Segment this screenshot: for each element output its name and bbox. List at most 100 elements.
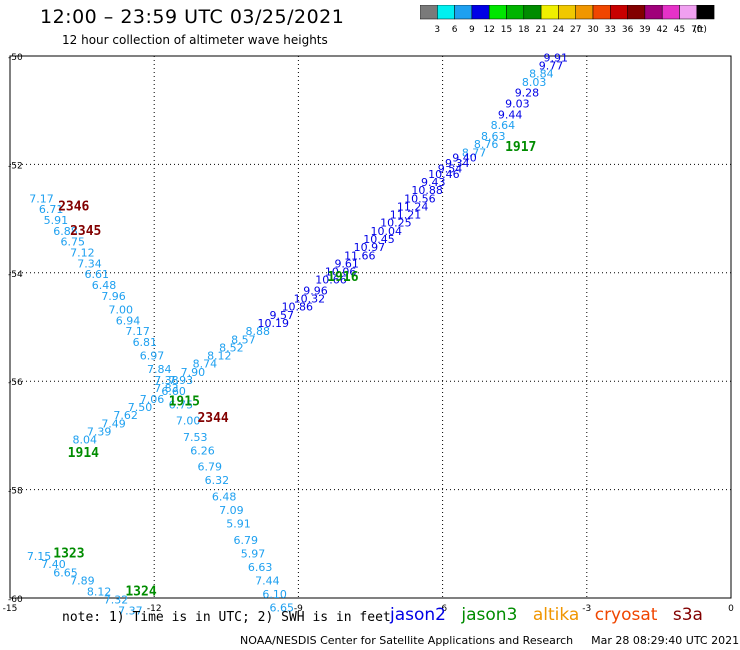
wave-height-label: 9.40 (452, 152, 477, 165)
wave-height-label: 9.96 (303, 284, 328, 297)
wave-height-label: 6.65 (53, 566, 77, 579)
wave-height-label: 7.84 (147, 363, 172, 376)
pass-time-label: 1915 (169, 395, 200, 410)
wave-height-label: 10.88 (411, 184, 443, 197)
wave-height-label: 7.44 (255, 574, 280, 587)
wave-height-label: 11.24 (397, 200, 429, 213)
wave-height-label: 10.19 (258, 317, 290, 330)
colorbar-swatch (661, 5, 680, 20)
wave-height-label: 11.66 (344, 249, 376, 262)
footer-note: note: 1) Time is in UTC; 2) SWH is in fe… (62, 610, 391, 625)
wave-height-label: 8.64 (491, 119, 515, 132)
wave-height-label: 9.28 (515, 87, 540, 100)
colorbar-label: 15 (501, 25, 512, 35)
colorbar-swatch (558, 5, 576, 20)
legend-s3a: s3a (672, 605, 703, 625)
wave-height-label: 9.57 (270, 309, 295, 322)
wave-height-label: 7.53 (183, 431, 208, 444)
pass-time-label: 1323 (53, 546, 84, 561)
wave-height-label: 10.66 (315, 274, 347, 287)
lat-tick-label: -58 (8, 487, 23, 497)
lat-tick-label: -52 (8, 161, 23, 171)
lon-tick-label: 0 (728, 604, 734, 614)
wave-height-label: 8.74 (193, 358, 218, 371)
colorbar-label: 70 (691, 25, 703, 35)
wave-height-label: 7.12 (70, 247, 95, 260)
colorbar-label: 6 (452, 25, 458, 35)
legend-cryosat: cryosat (594, 605, 658, 625)
lat-tick-label: -50 (8, 53, 23, 63)
wave-height-colorbar: 3 6 9 12 15 18 21 24 27 30 33 36 39 42 45 70(ft) (420, 5, 715, 35)
wave-height-label: 6.97 (140, 350, 165, 363)
wave-height-label: 10.06 (325, 266, 357, 279)
wave-height-label: 7.06 (140, 393, 165, 406)
credit-line: NOAA/NESDIS Center for Satellite Applica… (240, 634, 739, 647)
lon-tick-label: -3 (582, 604, 591, 614)
lon-tick-label: -15 (3, 604, 18, 614)
wave-height-label: 6.79 (234, 534, 259, 547)
wave-height-label: 7.90 (181, 366, 206, 379)
wave-height-label: 9.77 (539, 60, 564, 73)
wave-height-label: 5.91 (44, 214, 69, 227)
wave-height-label: 10.04 (371, 225, 403, 238)
wave-height-label: 5.91 (226, 518, 251, 531)
wave-height-label: 10.46 (428, 168, 460, 181)
colorbar-swatch (471, 5, 490, 20)
wave-height-label: 7.38 (154, 374, 179, 387)
wave-height-label: 8.04 (72, 434, 97, 447)
wave-height-label: 9.61 (334, 257, 359, 270)
colorbar-label: 27 (570, 25, 581, 35)
wave-height-label: 6.10 (262, 588, 287, 601)
wave-height-label: 6.75 (60, 236, 85, 249)
colorbar-unit: (ft) (693, 25, 707, 35)
colorbar-swatch (488, 5, 507, 20)
wave-height-label: 8.57 (231, 333, 256, 346)
wave-height-label: 7.83 (154, 382, 179, 395)
colorbar-swatch (506, 5, 525, 20)
wave-height-label: 7.15 (27, 550, 52, 563)
wave-height-label: 7.00 (176, 415, 201, 428)
wave-height-label: 6.88 (53, 225, 77, 238)
wave-height-label: 8.12 (207, 350, 232, 363)
colorbar-swatch (454, 5, 473, 20)
colorbar-label: 33 (605, 25, 616, 35)
wave-height-label: 6.65 (270, 602, 295, 615)
wave-height-label: 8.03 (522, 76, 547, 89)
wave-height-label: 10.86 (282, 301, 314, 314)
wave-height-label: 7.62 (113, 409, 137, 422)
legend-jason3: jason3 (461, 605, 518, 625)
wave-height-label: 10.45 (363, 233, 395, 246)
wave-height-label: 7.39 (87, 425, 112, 438)
wave-height-label: 7.93 (169, 374, 194, 387)
wave-height-label: 8.12 (87, 585, 112, 598)
wave-height-label: 7.00 (109, 303, 134, 316)
colorbar-label: 39 (639, 25, 651, 35)
map-frame (9, 55, 732, 599)
wave-height-label: 8.84 (529, 68, 554, 81)
colorbar-label: 3 (434, 25, 440, 35)
wave-height-label: 9.03 (505, 97, 530, 110)
wave-height-label: 7.37 (118, 604, 142, 617)
wave-height-label: 7.17 (125, 325, 150, 338)
wave-height-label: 7.09 (219, 504, 244, 517)
wave-height-label: 7.32 (104, 593, 129, 606)
wave-height-label: 6.75 (169, 398, 194, 411)
lat-tick-label: -60 (8, 595, 23, 605)
colorbar-swatch (523, 5, 542, 20)
colorbar-swatch (575, 5, 594, 20)
colorbar-label: 18 (518, 25, 530, 35)
colorbar-swatch (592, 5, 611, 20)
wave-height-label: 6.60 (161, 385, 186, 398)
lon-tick-label: -9 (294, 604, 303, 614)
colorbar-swatch (644, 5, 663, 20)
wave-height-label: 8.77 (462, 146, 487, 159)
wave-height-label: 6.48 (212, 490, 237, 503)
wave-height-label: 10.32 (294, 293, 326, 306)
colorbar-label: 24 (553, 25, 565, 35)
pass-time-label: 2346 (58, 199, 89, 214)
wave-height-label: 9.34 (445, 157, 470, 170)
credit-timestamp: Mar 28 08:29:40 UTC 2021 (591, 634, 740, 647)
wave-height-label: 10.56 (404, 192, 436, 205)
lon-tick-label: -12 (147, 604, 162, 614)
